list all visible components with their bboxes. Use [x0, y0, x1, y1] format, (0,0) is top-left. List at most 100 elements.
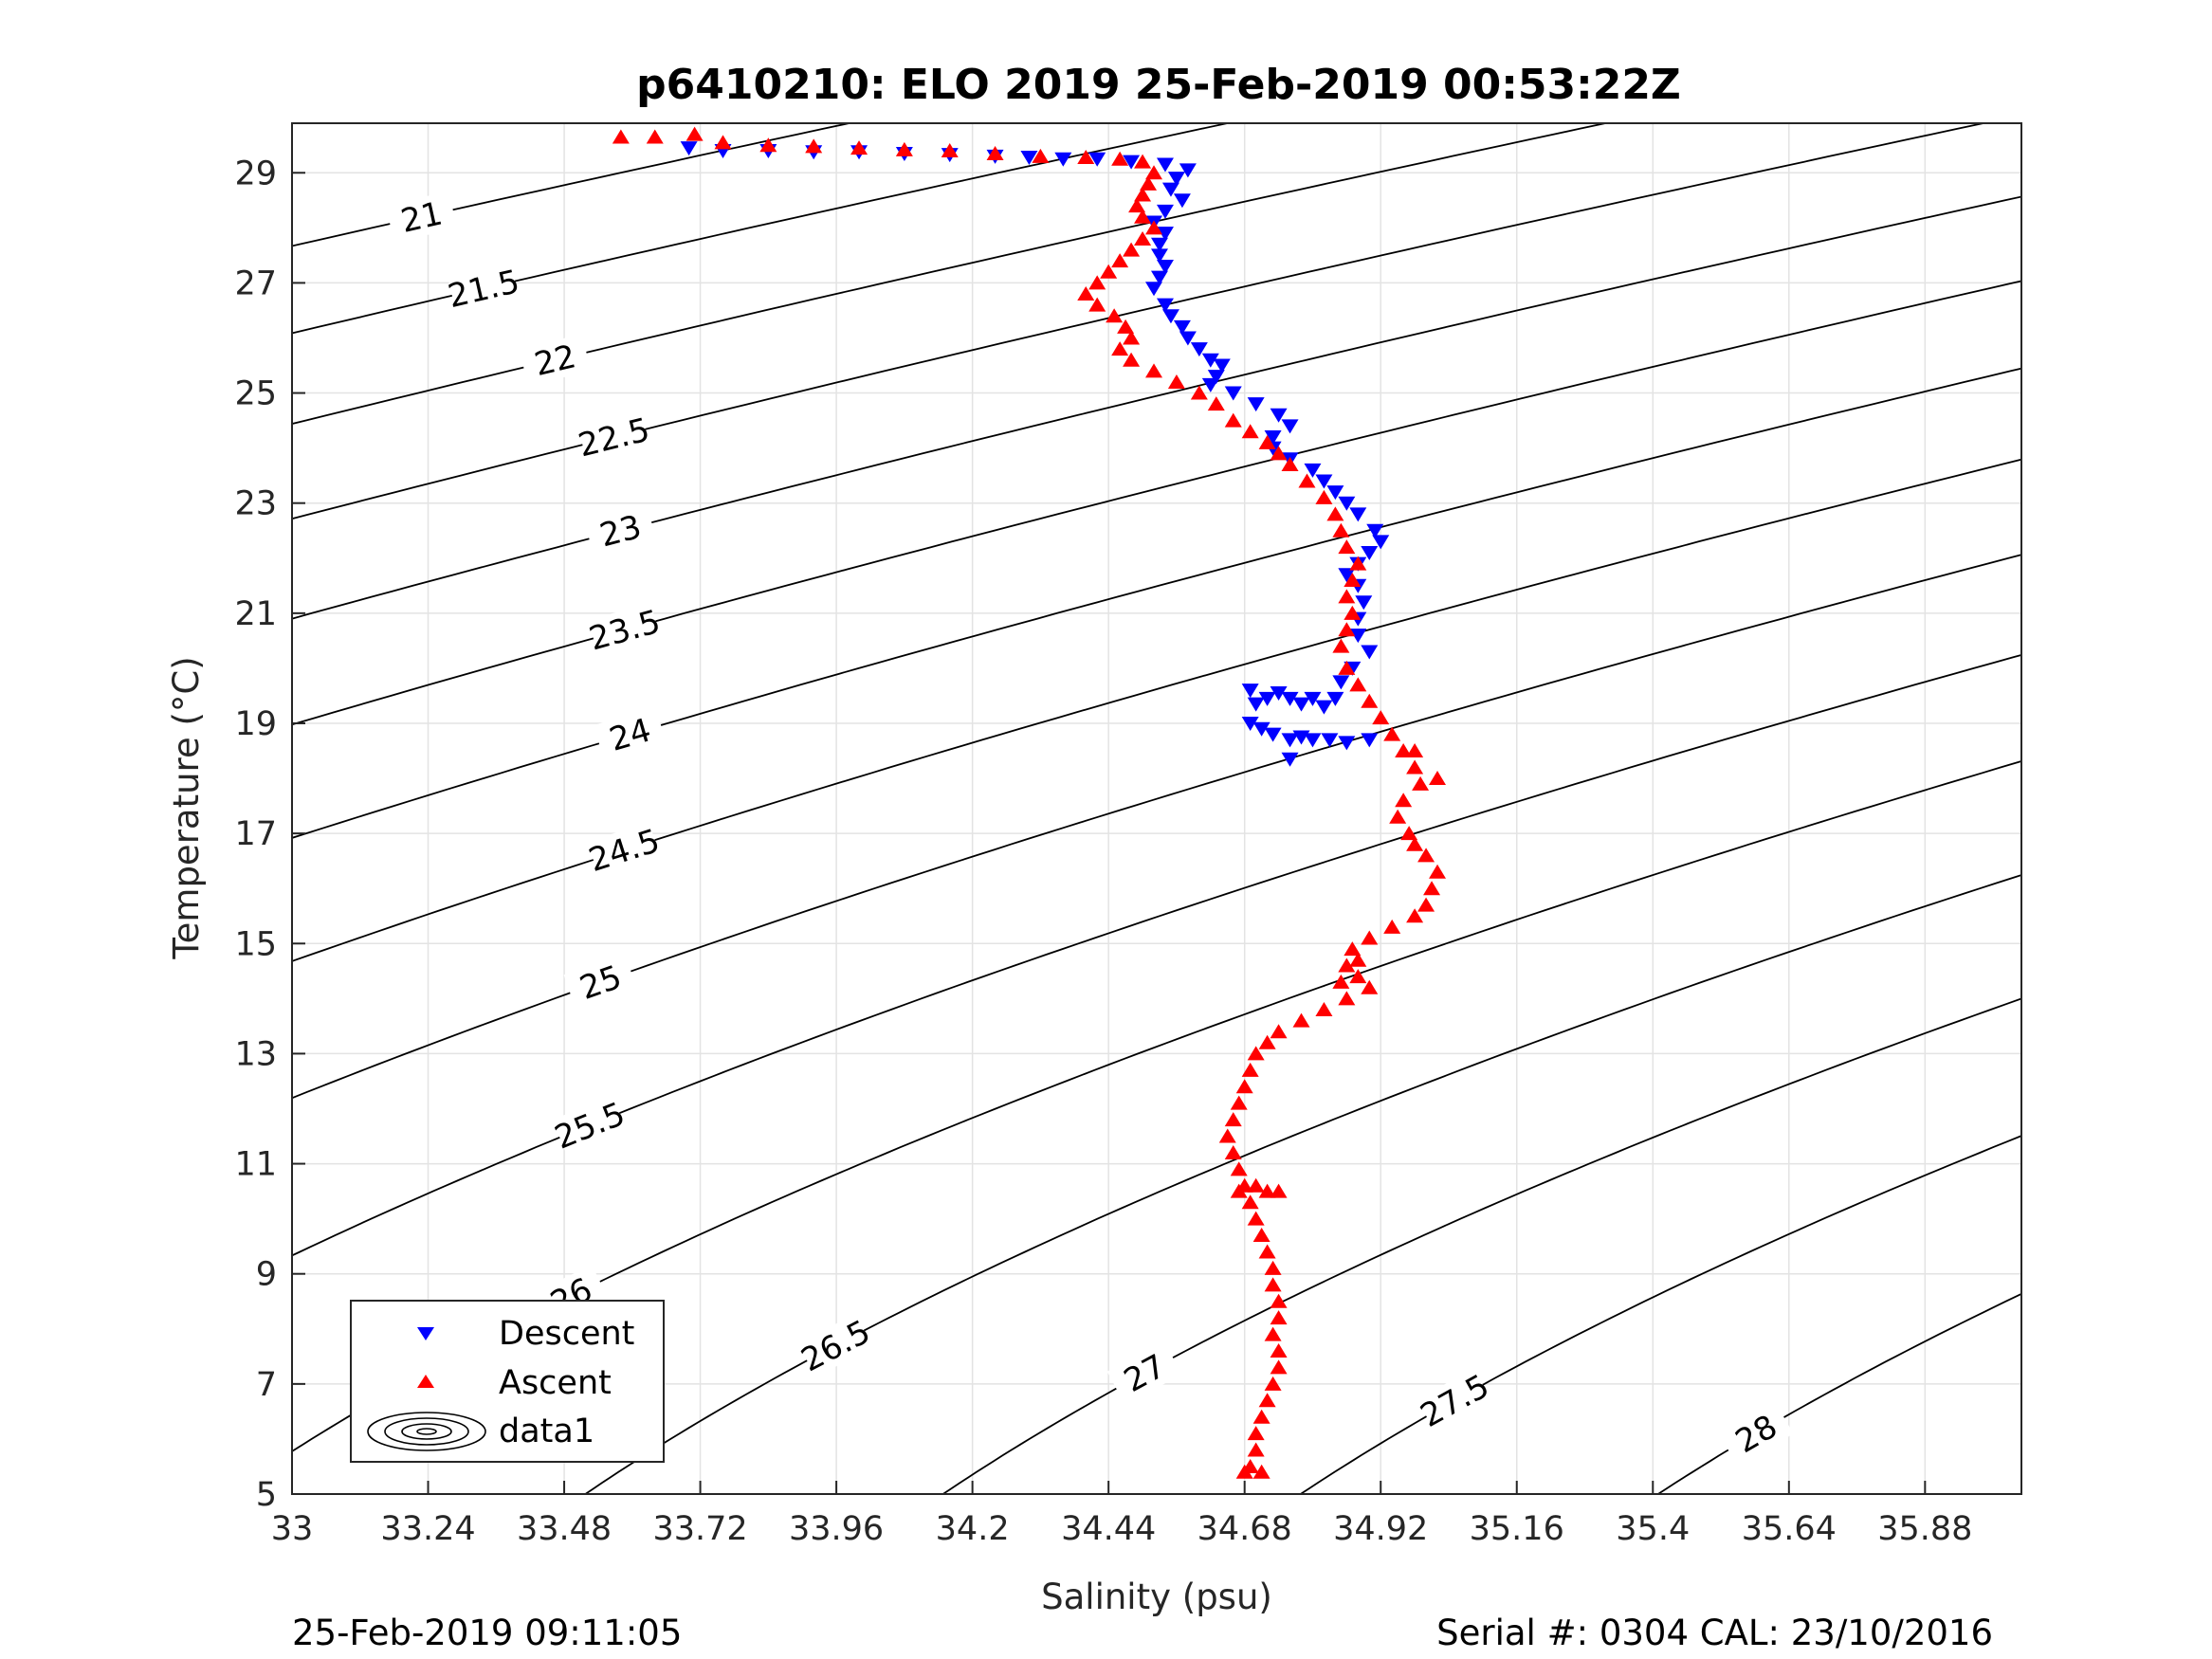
- ascent-point: [1400, 826, 1418, 841]
- ascent-point: [1315, 1001, 1333, 1016]
- x-tick-label: 33.24: [380, 1510, 475, 1548]
- ascent-point: [1338, 539, 1356, 555]
- y-tick-label: 23: [234, 485, 277, 523]
- legend: Descent Ascent data1: [350, 1300, 665, 1463]
- descent-point: [1247, 397, 1265, 412]
- contour-label-bg: [563, 953, 638, 1012]
- ascent-point: [1349, 952, 1367, 967]
- ascent-point: [1235, 1464, 1253, 1479]
- descent-point: [1241, 684, 1259, 699]
- ascent-point: [1247, 1046, 1265, 1061]
- ascent-point: [1241, 1194, 1259, 1210]
- y-tick-label: 15: [234, 925, 277, 963]
- y-tick-label: 27: [234, 264, 277, 302]
- ascent-point: [1332, 974, 1350, 989]
- descent-point: [1179, 163, 1197, 178]
- descent-point: [1355, 595, 1373, 611]
- descent-point: [1264, 727, 1282, 742]
- contour-label: 21.5: [445, 263, 523, 316]
- ascent-point: [1332, 638, 1350, 653]
- x-tick-label: 35.16: [1470, 1510, 1564, 1548]
- contour-line: [292, 280, 2021, 726]
- ascent-point: [1270, 1343, 1288, 1358]
- contour-label-bg: [385, 191, 458, 243]
- contour-label-bg: [519, 334, 592, 387]
- contour-line: [292, 653, 2021, 1257]
- density-contours: [292, 123, 2021, 1494]
- ascent-point: [895, 141, 913, 156]
- ascent-point: [1088, 297, 1106, 312]
- descent-point: [1156, 157, 1174, 173]
- ascent-point: [850, 140, 868, 155]
- ascent-point: [1088, 275, 1106, 290]
- ascent-point: [1349, 677, 1367, 692]
- ascent-point: [1264, 1260, 1282, 1275]
- y-tick-label: 19: [234, 705, 277, 743]
- descent-point: [1281, 419, 1299, 434]
- x-tick-label: 34.2: [936, 1510, 1010, 1548]
- ascent-point: [1383, 919, 1401, 934]
- ascent-point: [1338, 622, 1356, 637]
- y-tick-label: 13: [234, 1035, 277, 1073]
- descent-point: [1372, 535, 1390, 550]
- ascent-point: [805, 138, 823, 154]
- ascent-point: [1207, 396, 1225, 411]
- y-tick-label: 7: [256, 1366, 277, 1404]
- ascent-point: [1338, 991, 1356, 1006]
- descent-point: [1088, 152, 1106, 167]
- descent-point: [1361, 645, 1379, 660]
- ascent-point: [1128, 198, 1146, 213]
- ascent-point: [1134, 230, 1152, 246]
- ascent-point: [1123, 352, 1141, 367]
- ascent-point: [1258, 1244, 1276, 1259]
- ascent-point: [1292, 1012, 1310, 1028]
- ascent-point: [1395, 743, 1413, 758]
- descent-point: [1173, 193, 1191, 209]
- contour-line: [292, 367, 2021, 839]
- ascent-point: [1111, 151, 1129, 166]
- footer-serial: Serial #: 0304 CAL: 23/10/2016: [1436, 1613, 1993, 1653]
- y-tick-label: 5: [256, 1476, 277, 1514]
- ascent-point: [1264, 1376, 1282, 1391]
- descent-point: [1304, 463, 1322, 478]
- descent-point: [1270, 686, 1288, 702]
- ascent-point: [714, 135, 732, 150]
- contour-line: [292, 554, 2021, 1100]
- descent-point: [1349, 629, 1367, 644]
- contour-line: [941, 997, 2021, 1494]
- y-tick-label: 11: [234, 1146, 277, 1184]
- legend-contour-marker: [367, 1412, 486, 1451]
- ascent-point: [1224, 1144, 1242, 1159]
- contour-label: 25.5: [550, 1095, 631, 1157]
- ascent-point: [1298, 473, 1316, 488]
- ascent-point: [1281, 457, 1299, 472]
- x-axis-label: Salinity (psu): [1041, 1577, 1272, 1617]
- contour-label: 22: [531, 337, 579, 384]
- descent-point: [1315, 474, 1333, 489]
- ascent-point: [1258, 1183, 1276, 1198]
- x-tick-label: 34.92: [1333, 1510, 1428, 1548]
- ascent-point: [1032, 148, 1050, 163]
- descent-point: [1326, 485, 1344, 501]
- contour-label: 23.5: [585, 603, 665, 659]
- ascent-series: [612, 126, 1447, 1479]
- contour-label-bg: [797, 1313, 873, 1377]
- ascent-point: [1145, 165, 1163, 180]
- descent-point: [1281, 691, 1299, 706]
- descent-point: [1258, 691, 1276, 706]
- descent-point: [1020, 151, 1038, 166]
- ascent-point: [1218, 1128, 1236, 1143]
- descent-point: [1252, 721, 1271, 737]
- descent-point: [1270, 408, 1288, 423]
- descent-point: [1292, 697, 1310, 712]
- contour-label-bg: [587, 822, 661, 878]
- legend-descent-marker: [417, 1327, 434, 1340]
- descent-point: [1349, 507, 1367, 522]
- ascent-point: [1117, 319, 1135, 334]
- x-tick-label: 35.88: [1877, 1510, 1972, 1548]
- descent-point: [1241, 716, 1259, 731]
- descent-point: [1366, 523, 1384, 538]
- contour-line: [292, 123, 1610, 426]
- x-tick-label: 34.68: [1197, 1510, 1292, 1548]
- ascent-point: [1258, 1393, 1276, 1408]
